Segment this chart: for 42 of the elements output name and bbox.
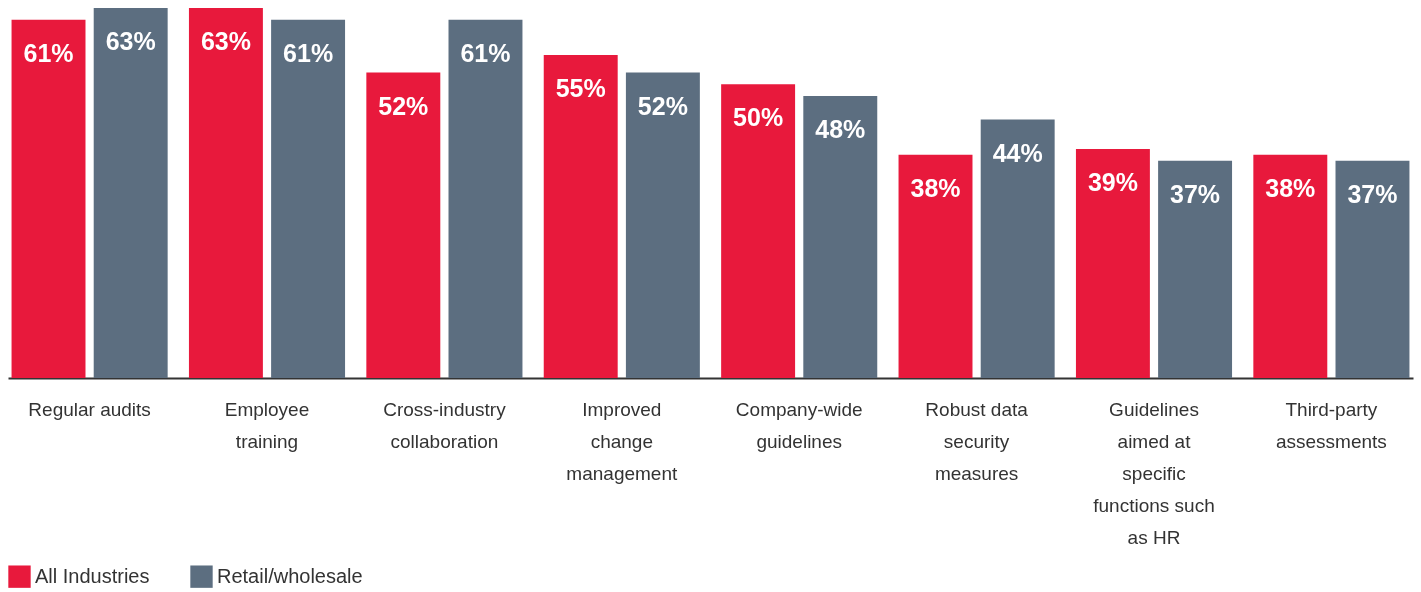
- data-label: 48%: [815, 115, 866, 144]
- data-label: 39%: [1087, 167, 1138, 196]
- legend-label: Retail/wholesale: [217, 564, 363, 587]
- bar: [980, 119, 1055, 378]
- bar: [1158, 160, 1233, 378]
- x-tick-label: Regular audits: [28, 398, 151, 420]
- bar: [93, 8, 168, 378]
- data-label: 50%: [733, 103, 784, 132]
- x-tick-label: Robust data security measures: [925, 398, 1029, 484]
- data-label: 55%: [555, 73, 606, 102]
- data-label: 63%: [200, 27, 251, 55]
- bar: [11, 19, 86, 378]
- bar: [721, 84, 796, 378]
- x-tick-label: Cross-industry collaboration: [383, 398, 507, 452]
- bar: [1335, 160, 1410, 378]
- bar: [188, 8, 263, 378]
- x-tick-label: Third-party assessments: [1275, 398, 1387, 452]
- data-label: 44%: [992, 138, 1043, 167]
- data-label: 38%: [1265, 173, 1316, 202]
- data-label: 61%: [23, 38, 74, 67]
- bar: [898, 154, 973, 378]
- data-label: 61%: [460, 38, 511, 67]
- bar: [271, 19, 346, 378]
- data-label: 37%: [1347, 179, 1398, 208]
- data-label: 38%: [910, 173, 961, 202]
- data-label: 61%: [283, 38, 334, 67]
- x-tick-label: Company-wide guidelines: [735, 398, 863, 452]
- bar: [625, 72, 700, 378]
- bar: [366, 72, 441, 378]
- bar: [1253, 154, 1328, 378]
- data-label: 37%: [1170, 179, 1221, 208]
- x-tick-label: Guidelines aimed at specific functions such as HR: [1093, 398, 1215, 548]
- bar: [1075, 148, 1150, 378]
- data-label: 52%: [637, 91, 688, 120]
- data-label: 52%: [378, 91, 429, 120]
- legend-label: All Industries: [35, 564, 150, 587]
- x-tick-label: Improved change management: [566, 398, 678, 484]
- bar: [543, 54, 618, 378]
- bar: [803, 96, 878, 378]
- x-tick-label: Employee training: [224, 398, 310, 452]
- data-label: 63%: [105, 27, 156, 55]
- bar: [448, 19, 523, 378]
